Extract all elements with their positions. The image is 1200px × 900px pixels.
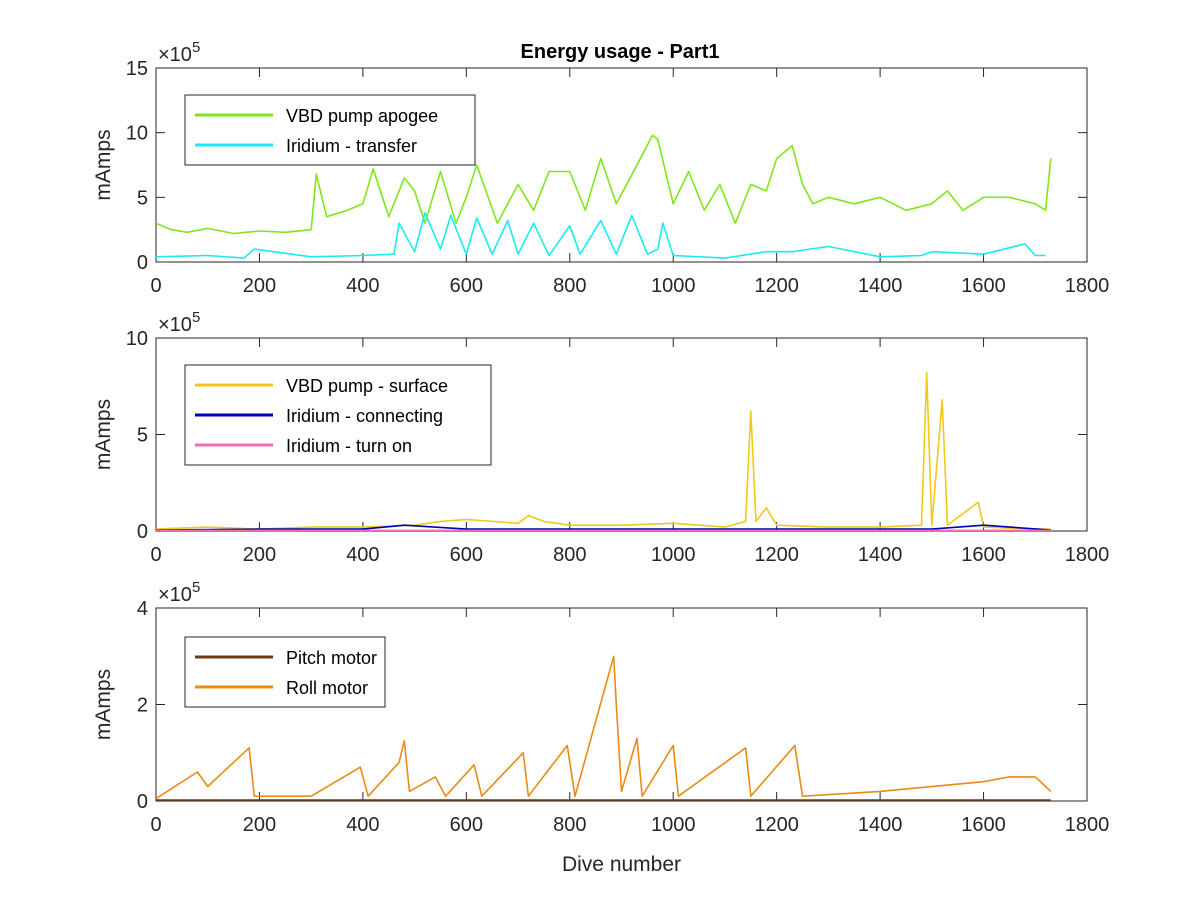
subplots: 0 200 400 600 800 1000 1200 1400 1600 1800051015×…	[92, 39, 1109, 876]
y-tick-label: 2	[137, 695, 148, 717]
series-line-1	[156, 134, 1052, 235]
x-tick-label: 1400	[858, 814, 903, 836]
series-group	[156, 371, 1051, 531]
x-tick-label: 800	[553, 275, 586, 297]
x-tick-label: 600	[450, 275, 483, 297]
legend-label: Iridium - transfer	[286, 136, 417, 156]
x-tick-label: 1800	[1065, 275, 1110, 297]
y-axis-label: mAmps	[92, 399, 115, 470]
legend-label: Iridium - connecting	[286, 406, 443, 426]
x-tick-label: 200	[243, 814, 276, 836]
x-tick-label: 400	[346, 275, 379, 297]
legend: VBD pump apogee Iridium - transfer	[184, 94, 476, 166]
x-tick-label: 1200	[754, 275, 799, 297]
legend-label: VBD pump - surface	[286, 376, 448, 396]
y-tick-label: 0	[137, 791, 148, 813]
x-tick-label: 1200	[754, 814, 799, 836]
x-tick-label: 1600	[961, 544, 1006, 566]
axes-frame	[155, 67, 1088, 263]
x-tick-label: 400	[346, 814, 379, 836]
y-tick-label: 10	[126, 328, 148, 350]
legend-label: Roll motor	[286, 678, 368, 698]
y-tick-label: 15	[126, 58, 148, 80]
x-tick-label: 1200	[754, 544, 799, 566]
x-tick-label: 800	[553, 814, 586, 836]
series-line-2	[156, 655, 1052, 800]
x-tick-label: 0	[150, 814, 161, 836]
x-tick-label: 400	[346, 544, 379, 566]
x-tick-label: 1000	[651, 275, 696, 297]
series-group	[156, 655, 1052, 801]
x-tick-label: 800	[553, 544, 586, 566]
legend-label: Iridium - turn on	[286, 436, 412, 456]
y-axis-label: mAmps	[92, 669, 115, 740]
y-tick-label: 4	[137, 598, 148, 620]
legend: VBD pump - surface Iridium - connecting Ir…	[184, 364, 492, 466]
x-tick-label: 1400	[858, 544, 903, 566]
x-tick-label: 600	[450, 814, 483, 836]
series-group	[156, 134, 1052, 259]
x-tick-label: 600	[450, 544, 483, 566]
x-tick-label: 1600	[961, 275, 1006, 297]
y-tick-label: 5	[137, 187, 148, 209]
figure-title: Energy usage - Part1	[521, 41, 720, 63]
x-tick-label: 0	[150, 275, 161, 297]
x-tick-label: 1800	[1065, 544, 1110, 566]
x-tick-label: 1000	[651, 814, 696, 836]
y-exponent-label: ×105	[158, 579, 200, 606]
x-axis-label: Dive number	[562, 853, 681, 876]
x-tick-label: 200	[243, 544, 276, 566]
y-tick-label: 5	[137, 425, 148, 447]
legend: Pitch motor Roll motor	[184, 636, 386, 708]
x-tick-label: 0	[150, 544, 161, 566]
series-line-2	[156, 524, 1051, 531]
y-tick-label: 0	[137, 521, 148, 543]
y-tick-label: 10	[126, 123, 148, 145]
subplot-2: 0 200 400 600 800 1000 1200 1400 1600 1800 0 5 10 ×10…	[92, 309, 1109, 566]
y-exponent-label: ×105	[158, 39, 200, 66]
y-exponent-label: ×105	[158, 309, 200, 336]
x-tick-label: 1600	[961, 814, 1006, 836]
legend-label: Pitch motor	[286, 648, 377, 668]
x-tick-label: 200	[243, 275, 276, 297]
x-tick-label: 1800	[1065, 814, 1110, 836]
series-line-2	[156, 212, 1046, 259]
subplot-1: 0 200 400 600 800 1000 1200 1400 1600 1800 0 5 10 15 ×…	[92, 39, 1109, 297]
x-tick-label: 1000	[651, 544, 696, 566]
legend-box	[184, 94, 476, 166]
subplot-3: 0 200 400 600 800 1000 1200 1400 1600 1800 0 2 4 ×105…	[92, 579, 1109, 876]
x-tick-label: 1400	[858, 275, 903, 297]
y-tick-label: 0	[137, 252, 148, 274]
legend-label: VBD pump apogee	[286, 106, 438, 126]
y-axis-label: mAmps	[92, 129, 115, 200]
legend-box	[184, 636, 386, 708]
